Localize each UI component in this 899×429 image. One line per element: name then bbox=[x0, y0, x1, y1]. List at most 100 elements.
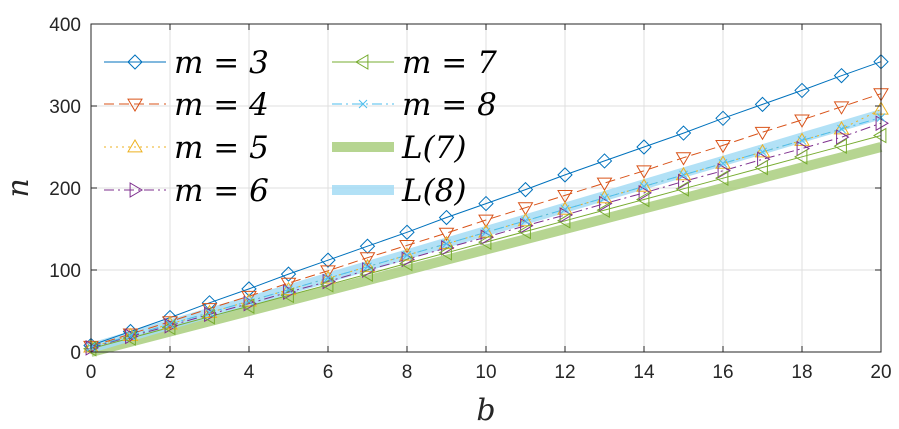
data-point-marker bbox=[754, 96, 771, 113]
data-point-marker bbox=[596, 153, 613, 169]
data-point-marker bbox=[438, 209, 455, 226]
data-point-marker bbox=[675, 152, 692, 166]
y-tick-label: 200 bbox=[49, 179, 81, 200]
series-line bbox=[89, 109, 883, 353]
data-point-marker bbox=[359, 258, 376, 273]
data-point-marker bbox=[442, 239, 451, 249]
data-point-marker bbox=[244, 296, 254, 306]
data-point-marker bbox=[717, 162, 731, 179]
y-axis-label: n bbox=[1, 178, 36, 197]
legend: m = 3 m = 4 m = 5 m = 6 m = 7 m = 8 L(7) L(8) bbox=[104, 45, 497, 209]
series-line bbox=[90, 61, 882, 346]
data-point-marker bbox=[833, 138, 847, 155]
data-point-marker bbox=[127, 139, 143, 153]
data-point-marker bbox=[517, 223, 531, 240]
data-point-marker bbox=[596, 189, 613, 204]
series-line bbox=[90, 117, 882, 348]
x-tick-label: 2 bbox=[165, 362, 176, 383]
legend-label: L(8) bbox=[401, 173, 467, 209]
data-point-marker bbox=[833, 101, 850, 115]
data-point-marker bbox=[715, 170, 729, 187]
x-tick-label: 20 bbox=[870, 362, 891, 383]
data-point-marker bbox=[126, 331, 135, 340]
data-point-marker bbox=[280, 266, 297, 282]
data-point-marker bbox=[162, 319, 176, 336]
legend-label: m = 5 bbox=[174, 130, 269, 166]
data-point-marker bbox=[636, 178, 652, 192]
data-point-marker bbox=[363, 262, 372, 272]
data-point-marker bbox=[675, 166, 692, 181]
y-tick-label: 300 bbox=[49, 97, 81, 118]
data-point-marker bbox=[837, 124, 846, 134]
data-point-marker bbox=[280, 277, 297, 292]
data-point-marker bbox=[521, 216, 530, 226]
data-point-marker bbox=[794, 148, 808, 165]
data-point-marker bbox=[517, 181, 534, 198]
data-point-marker bbox=[557, 201, 573, 215]
series-lines bbox=[89, 61, 883, 357]
data-point-marker bbox=[715, 155, 731, 169]
legend-item: L(8) bbox=[332, 173, 467, 209]
legend-label: m = 6 bbox=[174, 173, 269, 209]
data-point-marker bbox=[205, 308, 214, 317]
data-point-marker bbox=[636, 191, 650, 208]
series-line bbox=[90, 122, 882, 349]
x-tick-label: 6 bbox=[323, 362, 334, 383]
legend-label: m = 8 bbox=[402, 87, 497, 123]
data-point-marker bbox=[675, 180, 689, 197]
data-point-marker bbox=[478, 214, 494, 228]
data-point-marker bbox=[438, 244, 452, 261]
legend-item: m = 4 bbox=[104, 87, 269, 123]
data-point-marker bbox=[718, 159, 728, 168]
legend-label: m = 4 bbox=[174, 87, 269, 123]
data-point-marker bbox=[754, 159, 768, 176]
data-point-marker bbox=[758, 147, 767, 157]
data-point-marker bbox=[399, 247, 415, 261]
data-point-marker bbox=[323, 273, 333, 283]
data-point-marker bbox=[241, 281, 257, 297]
data-point-marker bbox=[715, 110, 731, 127]
series-line bbox=[89, 142, 883, 357]
data-point-marker bbox=[599, 195, 613, 212]
data-point-marker bbox=[596, 202, 610, 219]
data-point-marker bbox=[399, 224, 415, 240]
data-point-marker bbox=[201, 304, 218, 319]
data-point-marker bbox=[873, 127, 887, 144]
data-point-marker bbox=[438, 227, 455, 242]
x-tick-label: 12 bbox=[554, 362, 575, 383]
data-point-marker bbox=[402, 250, 412, 260]
data-point-marker bbox=[204, 306, 218, 323]
data-point-marker bbox=[478, 234, 492, 250]
legend-label: m = 3 bbox=[174, 45, 269, 81]
data-point-marker bbox=[481, 227, 491, 237]
legend-item: m = 5 bbox=[104, 130, 269, 166]
x-axis-label: b bbox=[476, 393, 495, 428]
legend-item: m = 7 bbox=[332, 45, 497, 81]
data-point-marker bbox=[358, 99, 368, 109]
data-point-marker bbox=[557, 189, 573, 204]
data-point-marker bbox=[794, 132, 810, 146]
data-point-marker bbox=[794, 82, 810, 99]
data-point-marker bbox=[836, 129, 850, 146]
data-point-marker bbox=[478, 195, 494, 212]
x-tick-label: 10 bbox=[475, 362, 496, 383]
x-tick-label: 14 bbox=[633, 362, 655, 383]
data-point-marker bbox=[165, 319, 175, 329]
series-line bbox=[90, 135, 882, 350]
legend-item: m = 3 bbox=[104, 45, 269, 81]
legend-label: m = 7 bbox=[402, 45, 497, 81]
data-point-marker bbox=[322, 273, 336, 290]
data-point-marker bbox=[636, 139, 652, 155]
data-point-marker bbox=[355, 54, 369, 70]
data-point-marker bbox=[675, 125, 692, 141]
data-point-marker bbox=[517, 202, 534, 216]
data-point-marker bbox=[678, 173, 692, 190]
data-point-marker bbox=[600, 193, 609, 203]
data-point-marker bbox=[83, 340, 97, 357]
data-point-marker bbox=[797, 136, 807, 145]
data-point-marker bbox=[362, 262, 376, 278]
data-point-marker bbox=[754, 126, 771, 141]
y-tick-label: 100 bbox=[49, 261, 81, 282]
